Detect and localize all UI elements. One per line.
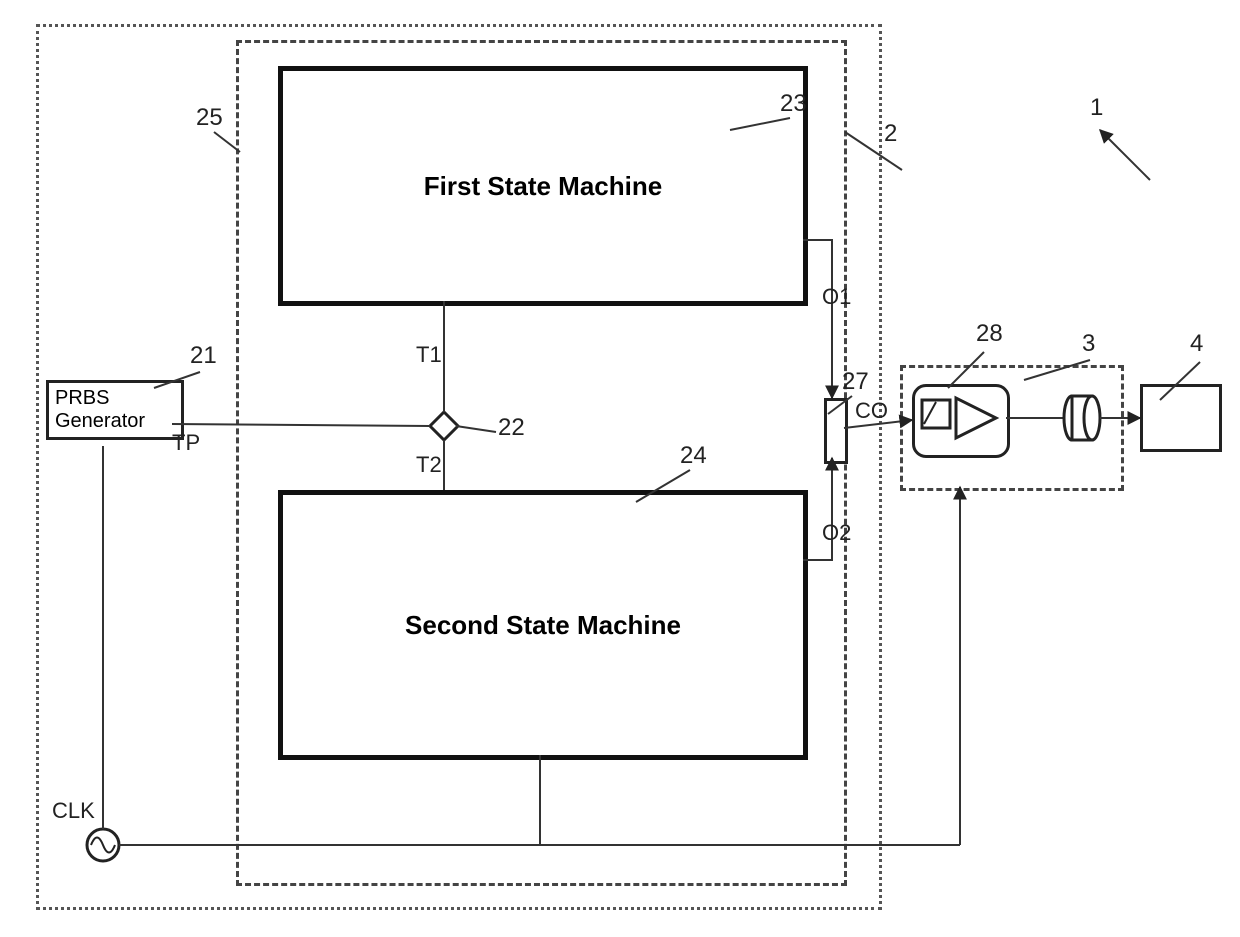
ref-23: 23: [780, 90, 807, 118]
leader-21: [154, 372, 200, 388]
edge-tp: [172, 424, 430, 426]
wiring-overlay: [0, 0, 1240, 937]
ref-27: 27: [842, 368, 869, 396]
leader-4: [1160, 362, 1200, 400]
clk-icon: [87, 829, 119, 861]
ref-24: 24: [680, 442, 707, 470]
label-TP: TP: [172, 430, 200, 456]
ref-4: 4: [1190, 330, 1203, 358]
label-T1: T1: [416, 342, 442, 368]
antenna-icon: [1064, 396, 1100, 440]
ref-28: 28: [976, 320, 1003, 348]
label-CLK: CLK: [52, 798, 95, 824]
label-O1: O1: [822, 284, 851, 310]
leader-3: [1024, 360, 1090, 380]
label-CO: CO: [855, 398, 888, 424]
leader-28: [948, 352, 984, 388]
label-O2: O2: [822, 520, 851, 546]
leader-1: [1100, 130, 1150, 180]
frontend-internal-icon: [922, 398, 996, 438]
leader-27: [828, 396, 852, 414]
leader-25: [214, 132, 240, 152]
ref-2: 2: [884, 120, 897, 148]
leader-24: [636, 470, 690, 502]
ref-21: 21: [190, 342, 217, 370]
ref-25: 25: [196, 104, 223, 132]
ref-1: 1: [1090, 94, 1103, 122]
ref-22: 22: [498, 414, 525, 442]
node-22-icon: [430, 412, 458, 440]
diagram-stage: First State Machine Second State Machine…: [0, 0, 1240, 937]
leader-23: [730, 118, 790, 130]
label-T2: T2: [416, 452, 442, 478]
leader-22: [456, 426, 496, 432]
ref-3: 3: [1082, 330, 1095, 358]
